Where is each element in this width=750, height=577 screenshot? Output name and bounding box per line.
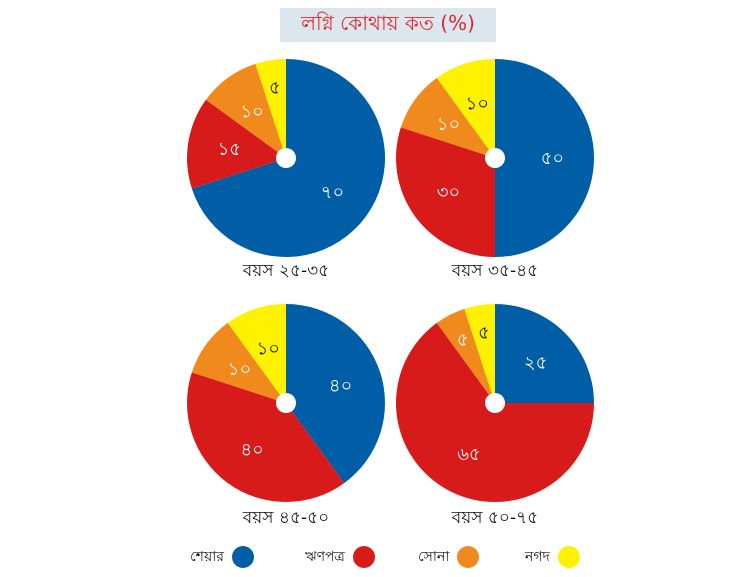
legend: শেয়ার ঋণপত্র সোনা নগদ: [190, 545, 600, 571]
pie-chart-4: ২৫ ৬৫ ৫ ৫ বয়স ৫০-৭৫: [396, 304, 594, 528]
pie-caption: বয়স ৫০-৭৫: [451, 508, 538, 528]
pie-slice-bonds: [187, 372, 345, 502]
legend-item-bonds: ঋণপত্র: [305, 545, 375, 569]
slice-label-gold: ১০: [437, 114, 460, 135]
pie-center-hole: [485, 393, 505, 413]
slice-label-shares: ৪০: [329, 375, 352, 396]
pie-caption: বয়স ২৫-৩৫: [242, 261, 329, 281]
pie-center-hole: [276, 148, 296, 168]
pie-slice-gold: [191, 322, 286, 403]
slice-label-cash: ১০: [466, 93, 489, 114]
pie-slice-bonds: [396, 127, 495, 257]
pie-caption: বয়স ৪৫-৫০: [242, 508, 329, 528]
legend-swatch-gold: [457, 546, 480, 568]
slice-label-cash: ১০: [257, 338, 280, 359]
slice-label-shares: ৭০: [321, 182, 344, 203]
pie-chart-2: ৫০ ৩০ ১০ ১০ বয়স ৩৫-৪৫: [396, 59, 594, 281]
pie-slice-gold: [400, 77, 495, 158]
pie-slice-bonds: [187, 99, 286, 189]
pie-slice-gold: [436, 308, 495, 403]
pie-slice-cash: [227, 304, 286, 403]
pie-slice-gold: [205, 63, 286, 158]
slice-label-bonds: ১৫: [218, 139, 241, 160]
slice-label-shares: ৫০: [541, 148, 564, 169]
legend-item-gold: সোনা: [418, 545, 480, 569]
pie-center-hole: [276, 393, 296, 413]
legend-swatch-bonds: [352, 546, 375, 568]
slice-label-cash: ৫: [269, 78, 281, 99]
pie-slice-cash: [255, 59, 286, 158]
legend-label-bonds: ঋণপত্র: [305, 549, 345, 565]
slice-label-gold: ৫: [457, 330, 469, 351]
legend-item-shares: শেয়ার: [190, 545, 254, 569]
pie-slice-shares: [495, 59, 594, 257]
legend-label-cash: নগদ: [525, 549, 550, 565]
slice-label-gold: ১০: [241, 102, 264, 123]
page-title: লগ্নি কোথায় কত (%): [301, 10, 475, 35]
legend-swatch-shares: [231, 546, 254, 568]
pie-center-hole: [485, 148, 505, 168]
pie-chart-3: ৪০ ৪০ ১০ ১০ বয়স ৪৫-৫০: [187, 304, 385, 528]
slice-label-cash: ৫: [478, 323, 490, 344]
legend-swatch-cash: [557, 546, 580, 568]
pie-caption: বয়স ৩৫-৪৫: [451, 261, 538, 281]
slice-label-shares: ২৫: [524, 352, 547, 373]
pie-slice-shares: [495, 304, 594, 403]
pie-slice-cash: [464, 304, 495, 403]
legend-item-cash: নগদ: [525, 545, 580, 569]
legend-label-gold: সোনা: [418, 549, 450, 565]
slice-label-gold: ১০: [228, 359, 251, 380]
slice-label-bonds: ৬৫: [457, 444, 480, 465]
slice-label-bonds: ৪০: [241, 440, 264, 461]
slice-label-bonds: ৩০: [437, 182, 460, 203]
chart-title-box: লগ্নি কোথায় কত (%): [280, 8, 496, 42]
pie-slice-shares: [286, 304, 385, 484]
legend-label-shares: শেয়ার: [190, 549, 224, 565]
pie-slice-cash: [436, 59, 495, 158]
